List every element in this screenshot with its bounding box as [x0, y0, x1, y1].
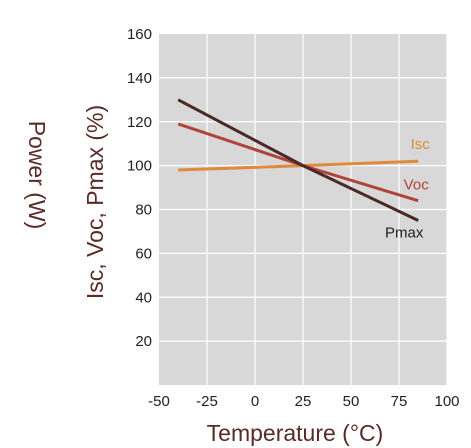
y-axis-title: Isc, Voc, Pmax (%) — [82, 105, 108, 299]
series-line-pmax — [177, 98, 419, 222]
y-tick-label: 100 — [127, 158, 152, 175]
y-tick-label: 120 — [127, 114, 152, 131]
x-tick-label: 0 — [251, 393, 259, 410]
x-tick-label: 100 — [434, 393, 459, 410]
y-axis-title-secondary: Power (W) — [24, 121, 50, 230]
series-label-voc: Voc — [404, 177, 430, 194]
x-tick-label: 75 — [391, 393, 408, 410]
x-tick-label: 25 — [295, 393, 312, 410]
x-tick-label: -50 — [148, 393, 170, 410]
series-label-isc: Isc — [411, 136, 431, 153]
y-tick-label: 140 — [127, 70, 152, 87]
tick-labels: -50 -25 0 25 50 75 100 20 40 60 80 100 120 140 160 — [127, 26, 460, 410]
y-tick-label: 160 — [127, 26, 152, 43]
x-tick-label: 50 — [343, 393, 360, 410]
series-lines — [177, 98, 419, 222]
series-label-pmax: Pmax — [385, 224, 424, 241]
y-tick-label: 20 — [135, 333, 152, 350]
y-tick-label: 40 — [135, 289, 152, 306]
y-tick-label: 80 — [135, 202, 152, 219]
x-axis-title: Temperature (°C) — [207, 420, 384, 446]
x-tick-label: -25 — [196, 393, 218, 410]
series-labels: Isc Voc Pmax — [385, 136, 430, 241]
y-tick-label: 60 — [135, 245, 152, 262]
